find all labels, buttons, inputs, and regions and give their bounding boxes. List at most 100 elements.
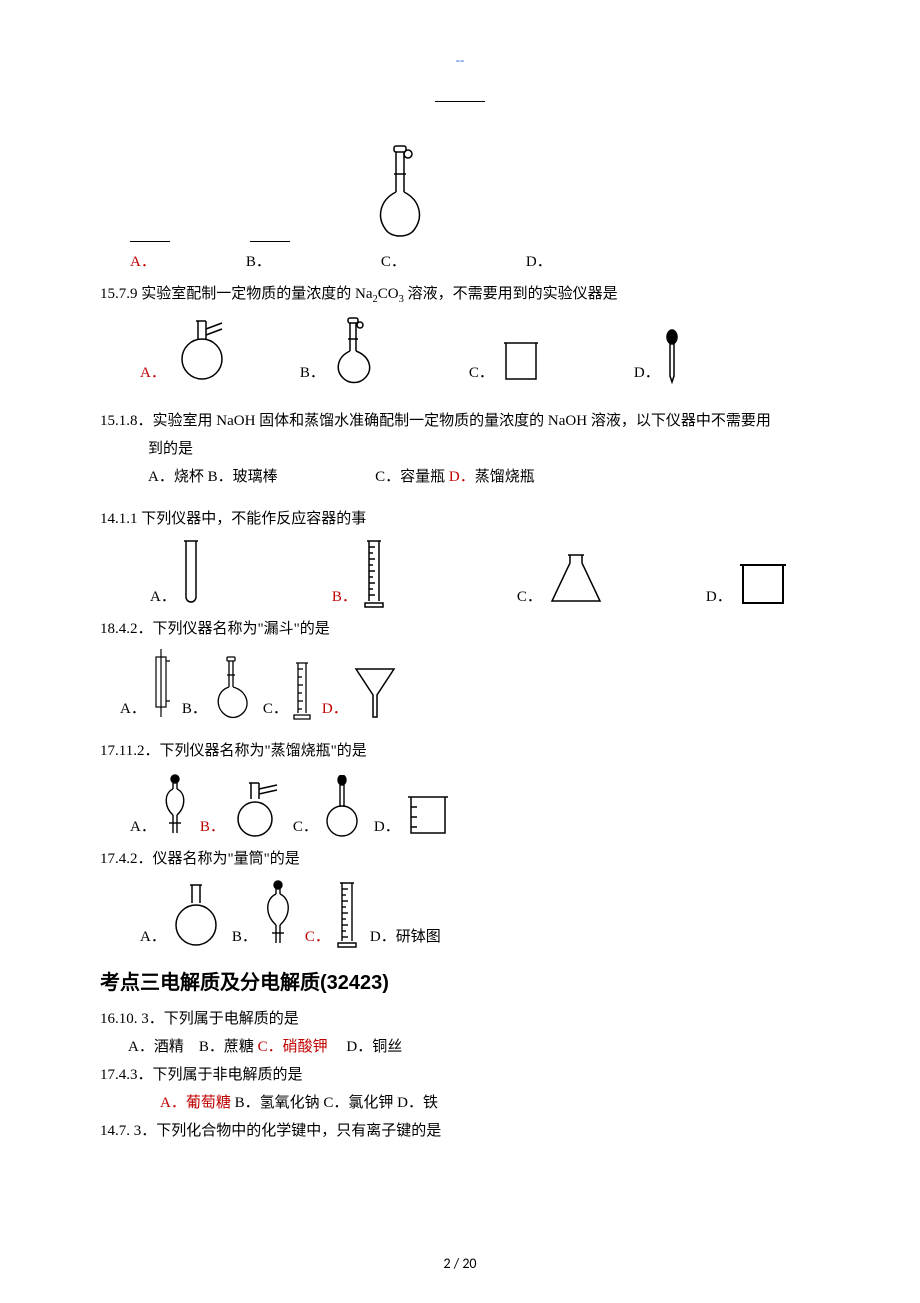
q1411-choice-a: A． — [150, 537, 202, 609]
q16103-options: A．酒精 B．蔗糖 C．硝酸钾 D．铜丝 — [128, 1035, 820, 1059]
separating-funnel-2-icon — [261, 879, 295, 949]
q1411-choice-c: C． — [517, 551, 606, 609]
q1743-options: A．葡萄糖 B．氢氧化钠 C．氯化钾 D．铁 — [160, 1091, 820, 1115]
q14-choice-c-img — [370, 142, 430, 242]
q1742-label-d: D．研钵图 — [370, 925, 441, 949]
q1579-p1: 15.7.9 实验室配制一定物质的量浓度的 Na — [100, 286, 373, 302]
q1518-opt-c: C．容量瓶 — [375, 469, 445, 485]
erlenmeyer-flask-icon — [546, 551, 606, 609]
q1842-label-b: B． — [182, 697, 207, 721]
q1742-label-b: B． — [232, 925, 257, 949]
q1743-opt-c: C．氯化钾 — [323, 1095, 393, 1111]
page: -- A． B． C． — [0, 0, 920, 1303]
condenser-icon — [150, 647, 172, 721]
dropper-icon — [664, 329, 680, 385]
q1518-options: A．烧杯 B．玻璃棒 C．容量瓶 D．蒸馏烧瓶 — [148, 465, 820, 489]
distillation-flask-2-icon — [229, 779, 283, 839]
q1743-opt-a: A．葡萄糖 — [160, 1095, 231, 1111]
q16103-opt-d: D．铜丝 — [346, 1039, 402, 1055]
q1842-choice-a: A． — [120, 647, 172, 721]
q1411-label-b: B． — [332, 585, 357, 609]
q14-choices — [130, 142, 820, 242]
q1518-opt-d-label: D． — [449, 469, 475, 485]
funnel-icon — [352, 663, 398, 721]
section-heading: 考点三电解质及分电解质(32423) — [100, 967, 820, 999]
q1579-choices: A． B． — [140, 315, 820, 385]
q1579-p3: 溶液，不需要用到的实验仪器是 — [404, 286, 618, 302]
q1411-choices: A． B． C． — [150, 537, 820, 609]
q14-label-a: A． — [130, 250, 156, 274]
q1579-choice-c: C． — [469, 337, 544, 385]
q1742-choice-a: A． — [140, 881, 222, 949]
graduated-cylinder-3-icon — [334, 879, 360, 949]
volumetric-flask-icon — [370, 142, 430, 242]
q1743-opt-b: B．氢氧化钠 — [235, 1095, 320, 1111]
q17112-choices: A． B． C． — [130, 773, 820, 839]
q1518-text1: 15.1.8．实验室用 NaOH 固体和蒸馏水准确配制一定物质的量浓度的 NaO… — [100, 409, 820, 433]
q1742-choice-d: D．研钵图 — [370, 925, 441, 949]
q1742-label-c: C． — [305, 925, 330, 949]
q17112-choice-b: B． — [200, 779, 283, 839]
q16103-text: 16.10. 3．下列属于电解质的是 — [100, 1007, 820, 1031]
q1411-label-d: D． — [706, 585, 732, 609]
round-bottom-flask-icon — [170, 881, 222, 949]
q17112-choice-c: C． — [293, 775, 364, 839]
q16103-opt-c: C．硝酸钾 — [258, 1039, 328, 1055]
q1842-label-a: A． — [120, 697, 146, 721]
q1743-opt-d: D．铁 — [397, 1095, 438, 1111]
beaker-3-icon — [404, 791, 452, 839]
q1842-choice-c: C． — [263, 659, 312, 721]
q16103-opt-b: B．蔗糖 — [199, 1039, 254, 1055]
q1579-choice-a: A． — [140, 315, 230, 385]
q17112-label-b: B． — [200, 815, 225, 839]
q14-label-b: B． — [246, 250, 271, 274]
graduated-cylinder-2-icon — [292, 659, 312, 721]
q1842-label-c: C． — [263, 697, 288, 721]
q1411-text: 14.1.1 下列仪器中，不能作反应容器的事 — [100, 507, 820, 531]
q1518-text2: 到的是 — [148, 437, 820, 461]
q1579-choice-b: B． — [300, 315, 379, 385]
q17112-label-d: D． — [374, 815, 400, 839]
q1579-label-c: C． — [469, 361, 494, 385]
q1579-label-a: A． — [140, 361, 166, 385]
q1743-text: 17.4.3．下列属于非电解质的是 — [100, 1063, 820, 1087]
q14-label-c: C． — [381, 250, 406, 274]
q1579-p2: CO — [378, 286, 399, 302]
q1842-choice-b: B． — [182, 655, 253, 721]
rule-line — [435, 101, 485, 102]
q1411-choice-d: D． — [706, 559, 790, 609]
volumetric-flask-3-icon — [322, 775, 364, 839]
q1411-label-c: C． — [517, 585, 542, 609]
q1842-text: 18.4.2．下列仪器名称为"漏斗"的是 — [100, 617, 820, 641]
placeholder-a — [130, 241, 170, 242]
q1518-opt-d-text: 蒸馏烧瓶 — [475, 469, 535, 485]
q14-labels: A． B． C． D． — [130, 250, 820, 274]
q17112-choice-a: A． — [130, 773, 190, 839]
q16103-opt-a: A．酒精 — [128, 1039, 184, 1055]
q1742-choices: A． B． C． — [140, 879, 820, 949]
top-mark: -- — [100, 50, 820, 71]
q17112-choice-d: D． — [374, 791, 452, 839]
q14-label-d: D． — [526, 250, 552, 274]
q1579-label-b: B． — [300, 361, 325, 385]
separating-funnel-icon — [160, 773, 190, 839]
graduated-cylinder-icon — [361, 537, 387, 609]
q17112-text: 17.11.2．下列仪器名称为"蒸馏烧瓶"的是 — [100, 739, 820, 763]
volumetric-flask-2-icon — [211, 655, 253, 721]
volumetric-flask-small-icon — [329, 315, 379, 385]
q1742-text: 17.4.2．仪器名称为"量筒"的是 — [100, 847, 820, 871]
placeholder-b — [250, 241, 290, 242]
q1518-opt-b: B．玻璃棒 — [208, 469, 278, 485]
q1742-label-a: A． — [140, 925, 166, 949]
q14-choice-a — [130, 241, 170, 242]
q17112-label-c: C． — [293, 815, 318, 839]
page-footer: 2 / 20 — [0, 1253, 920, 1275]
q14-choice-b-img — [250, 241, 290, 242]
q1842-label-d: D． — [322, 697, 348, 721]
q1742-choice-b: B． — [232, 879, 295, 949]
q1473-text: 14.7. 3．下列化合物中的化学键中，只有离子键的是 — [100, 1119, 820, 1143]
test-tube-icon — [180, 537, 202, 609]
q1842-choices: A． B． C． — [120, 647, 820, 721]
q1742-choice-c: C． — [305, 879, 360, 949]
beaker-large-icon — [736, 559, 790, 609]
